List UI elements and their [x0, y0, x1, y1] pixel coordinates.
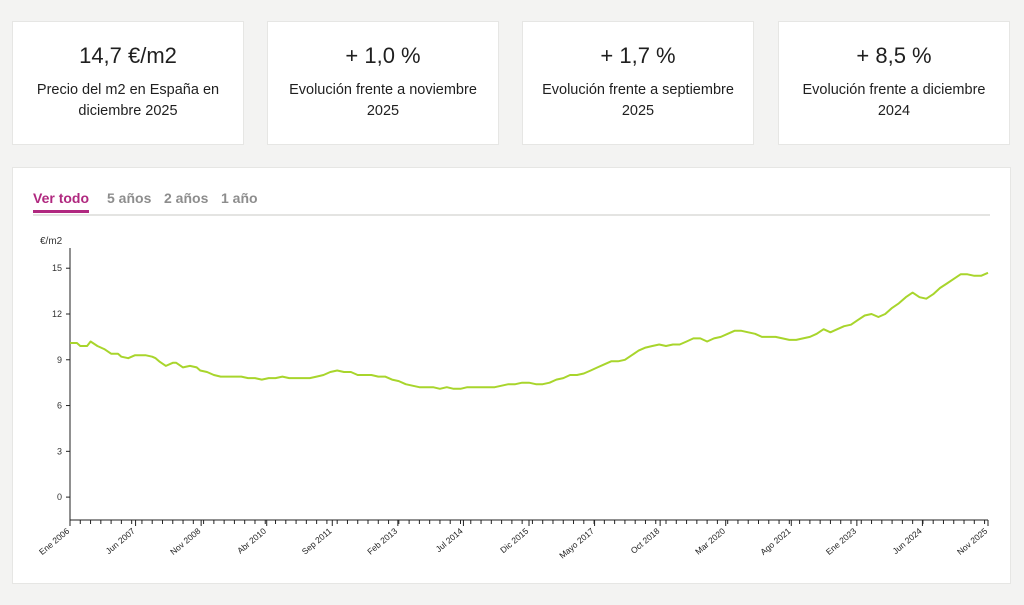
summary-card-month-change: + 1,0 % Evolución frente a noviembre 202…	[267, 21, 499, 145]
range-tabs: Ver todo 5 años 2 años 1 año	[33, 186, 990, 216]
tab-2-anos[interactable]: 2 años	[164, 190, 209, 206]
card-value: + 1,7 %	[600, 43, 676, 68]
y-tick-label: 3	[57, 446, 62, 456]
card-value: + 1,0 %	[345, 43, 421, 68]
tab-5-anos[interactable]: 5 años	[107, 190, 152, 206]
x-tick-label: Mayo 2017	[557, 526, 596, 561]
y-tick-label: 15	[52, 263, 62, 273]
card-label: Evolución frente a noviembre 2025	[289, 82, 477, 119]
card-label: Precio del m2 en España en diciembre 202…	[36, 82, 220, 119]
x-tick-label: Nov 2008	[168, 526, 203, 557]
x-tick-label: Sep 2011	[300, 526, 334, 557]
card-label: Evolución frente a diciembre 2024	[802, 82, 986, 119]
summary-cards: 14,7 €/m2 Precio del m2 en España en dic…	[12, 21, 1012, 145]
x-tick-label: Jun 2007	[104, 526, 137, 556]
x-tick-label: Ene 2023	[824, 526, 859, 557]
x-tick-label: Jun 2024	[890, 526, 923, 556]
x-tick-label: Dic 2015	[498, 526, 530, 555]
summary-card-year-change: + 8,5 % Evolución frente a diciembre 202…	[778, 21, 1010, 145]
price-series-line	[70, 271, 989, 390]
price-line-chart: €/m2 0 3 6 9 12 15 Ene 2006 Jun 2007 Nov 2008 Abr …	[37, 236, 990, 561]
summary-card-quarter-change: + 1,7 % Evolución frente a septiembre 20…	[522, 21, 754, 145]
x-tick-label: Jul 2014	[434, 526, 465, 554]
x-tick-label: Ago 2021	[758, 526, 793, 557]
x-tick-label: Mar 2020	[693, 526, 727, 557]
x-tick-label: Ene 2006	[37, 526, 72, 557]
y-axis-label: €/m2	[40, 236, 63, 247]
x-tick-label: Feb 2013	[365, 526, 399, 557]
price-chart-card: Ver todo 5 años 2 años 1 año €/m2 0 3 6 9 12 1…	[12, 167, 1011, 584]
y-tick-label: 6	[57, 401, 62, 411]
x-tick-label: Abr 2010	[235, 526, 268, 556]
card-value: + 8,5 %	[856, 43, 932, 68]
y-tick-label: 12	[52, 309, 62, 319]
card-label: Evolución frente a septiembre 2025	[542, 82, 734, 119]
tab-ver-todo[interactable]: Ver todo	[33, 190, 90, 213]
summary-card-price: 14,7 €/m2 Precio del m2 en España en dic…	[12, 21, 244, 145]
card-value: 14,7 €/m2	[79, 43, 177, 68]
y-tick-label: 0	[57, 492, 62, 502]
y-tick-label: 9	[57, 355, 62, 365]
x-tick-label: Oct 2018	[629, 526, 662, 556]
tab-1-ano[interactable]: 1 año	[221, 190, 258, 206]
x-tick-label: Nov 2025	[955, 526, 990, 557]
